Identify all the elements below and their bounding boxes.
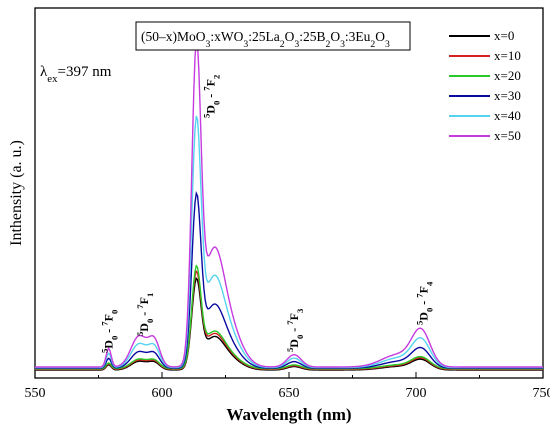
x-tick-label-700: 700 [406, 386, 427, 401]
transition-label: 5D0 - 7F2 [201, 75, 221, 118]
text-part: 5 [285, 348, 295, 352]
transition-label: 5D0 - 7F3 [285, 308, 305, 352]
transition-label: 5D0 - 7F4 [415, 281, 435, 325]
legend-label-x=50: x=50 [494, 128, 521, 143]
text-part: 0 [211, 101, 221, 105]
text-part: λ [40, 64, 48, 80]
text-part: - [417, 298, 431, 308]
text-part: 0 [110, 310, 120, 314]
text-part: D [137, 323, 151, 332]
text-part: D [287, 339, 301, 348]
text-part: 0 [145, 319, 155, 323]
transition-label: 5D0 - 7F0 [100, 310, 120, 353]
text-part: 7 [285, 320, 295, 325]
legend-label-x=10: x=10 [494, 48, 521, 63]
text-part: 3 [206, 39, 211, 50]
text-part: 2 [280, 39, 285, 50]
text-part: 3 [340, 39, 345, 50]
legend-label-x=40: x=40 [494, 108, 521, 123]
text-part: ex [47, 73, 58, 85]
text-part: 5 [201, 114, 211, 118]
text-part: 7 [201, 86, 211, 91]
x-tick-label-550: 550 [25, 386, 46, 401]
text-part: 3 [243, 39, 248, 50]
excitation-label: λex=397 nm [40, 64, 112, 85]
text-part: 3 [294, 39, 299, 50]
text-part: :xWO [210, 29, 243, 44]
text-part: - [287, 325, 301, 335]
text-part: :3Eu [345, 29, 371, 44]
x-tick-label-650: 650 [279, 386, 300, 401]
text-part: 5 [415, 321, 425, 325]
x-axis-ticks: 550 600 650 700 750 [25, 372, 550, 401]
x-tick-label-600: 600 [152, 386, 173, 401]
text-part: 0 [110, 336, 120, 340]
text-part: D [102, 340, 116, 349]
text-part: =397 nm [57, 64, 111, 80]
text-part: O [285, 29, 295, 44]
y-axis-label: Inthensity (a. u.) [8, 140, 25, 246]
text-part: F [137, 297, 151, 304]
transition-label: 5D0 - 7F1 [135, 293, 155, 336]
text-part: :25La [248, 29, 280, 44]
text-part: D [417, 312, 431, 321]
legend: x=0 x=10 x=20 x=30 x=40 x=50 [449, 28, 521, 143]
x-tick-label-750: 750 [533, 386, 550, 401]
text-part: 1 [145, 293, 155, 297]
text-part: 7 [415, 293, 425, 298]
legend-label-x=20: x=20 [494, 68, 521, 83]
text-part: O [330, 29, 340, 44]
formula-box: (50–x)MoO3:xWO3:25La2O3:25B2O3:3Eu2O3 [135, 21, 411, 51]
text-part: 3 [385, 39, 390, 50]
legend-label-x=0: x=0 [494, 28, 514, 43]
text-part: - [137, 309, 151, 319]
text-part: 2 [370, 39, 375, 50]
x-axis-label: Wavelength (nm) [226, 405, 351, 424]
text-part: F [287, 313, 301, 320]
text-part: - [102, 326, 116, 336]
text-part: (50–x)MoO [141, 29, 206, 44]
text-part: D [203, 105, 217, 114]
legend-label-x=30: x=30 [494, 88, 521, 103]
text-part: 0 [295, 335, 305, 339]
text-part: F [417, 286, 431, 293]
formula-box-border [135, 21, 411, 51]
text-part: 5 [100, 349, 110, 353]
text-part: 7 [100, 321, 110, 326]
series-curves [35, 39, 543, 371]
text-part: 7 [135, 304, 145, 309]
formula-text: (50–x)MoO3:xWO3:25La2O3:25B2O3:3Eu2O3 [141, 29, 390, 50]
text-part: 5 [135, 332, 145, 336]
text-part: O [375, 29, 385, 44]
text-part: F [203, 79, 217, 86]
text-part: 2 [325, 39, 330, 50]
text-part: 0 [425, 308, 435, 312]
text-part: - [203, 91, 217, 101]
text-part: 3 [295, 308, 305, 313]
text-part: :25B [299, 29, 325, 44]
text-part: 4 [425, 281, 435, 286]
series-line-x=50 [35, 39, 543, 368]
text-part: 2 [211, 75, 221, 79]
text-part: F [102, 314, 116, 321]
